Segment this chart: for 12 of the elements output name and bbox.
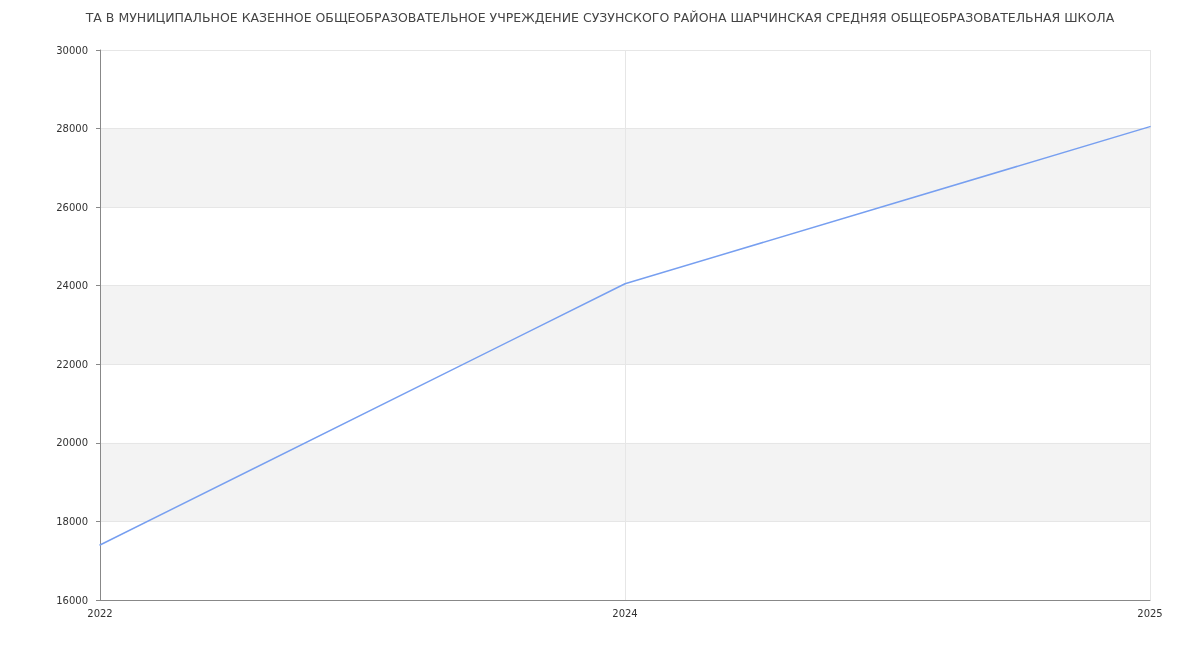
y-tick-label: 22000 [56, 358, 88, 370]
y-tick-label: 20000 [56, 437, 88, 449]
chart-title: ТА В МУНИЦИПАЛЬНОЕ КАЗЕННОЕ ОБЩЕОБРАЗОВАТЕЛЬНОЕ УЧРЕЖДЕНИЕ СУЗУНСКОГО РАЙОНА ШАРЧИНСКАЯ СРЕДНЯЯ ОБЩЕОБРАЗОВАТЕЛЬНАЯ ШКОЛА [84, 10, 1115, 25]
x-tick-label: 2022 [87, 607, 113, 619]
y-tick-label: 18000 [56, 515, 88, 527]
y-tick-label: 28000 [56, 123, 88, 135]
y-tick-label: 26000 [56, 201, 88, 213]
y-tick-label: 30000 [56, 44, 88, 56]
x-tick-label: 2024 [612, 607, 638, 619]
y-tick-label: 24000 [56, 280, 88, 292]
x-tick-label: 2025 [1137, 607, 1163, 619]
y-tick-label: 16000 [56, 594, 88, 606]
